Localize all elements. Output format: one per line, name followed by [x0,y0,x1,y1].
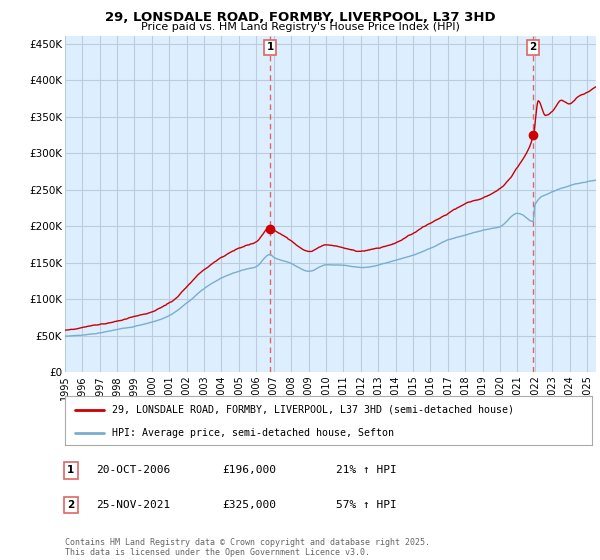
Text: 25-NOV-2021: 25-NOV-2021 [96,500,170,510]
Text: 21% ↑ HPI: 21% ↑ HPI [336,465,397,475]
Text: 57% ↑ HPI: 57% ↑ HPI [336,500,397,510]
Text: 20-OCT-2006: 20-OCT-2006 [96,465,170,475]
Text: 2: 2 [67,500,74,510]
Text: HPI: Average price, semi-detached house, Sefton: HPI: Average price, semi-detached house,… [112,428,394,438]
Text: 2: 2 [529,43,537,52]
Text: 29, LONSDALE ROAD, FORMBY, LIVERPOOL, L37 3HD: 29, LONSDALE ROAD, FORMBY, LIVERPOOL, L3… [104,11,496,24]
Text: £196,000: £196,000 [222,465,276,475]
Text: 29, LONSDALE ROAD, FORMBY, LIVERPOOL, L37 3HD (semi-detached house): 29, LONSDALE ROAD, FORMBY, LIVERPOOL, L3… [112,405,514,415]
Text: Contains HM Land Registry data © Crown copyright and database right 2025.
This d: Contains HM Land Registry data © Crown c… [65,538,430,557]
Text: Price paid vs. HM Land Registry's House Price Index (HPI): Price paid vs. HM Land Registry's House … [140,22,460,32]
Text: 1: 1 [67,465,74,475]
Text: 1: 1 [266,43,274,52]
Text: £325,000: £325,000 [222,500,276,510]
